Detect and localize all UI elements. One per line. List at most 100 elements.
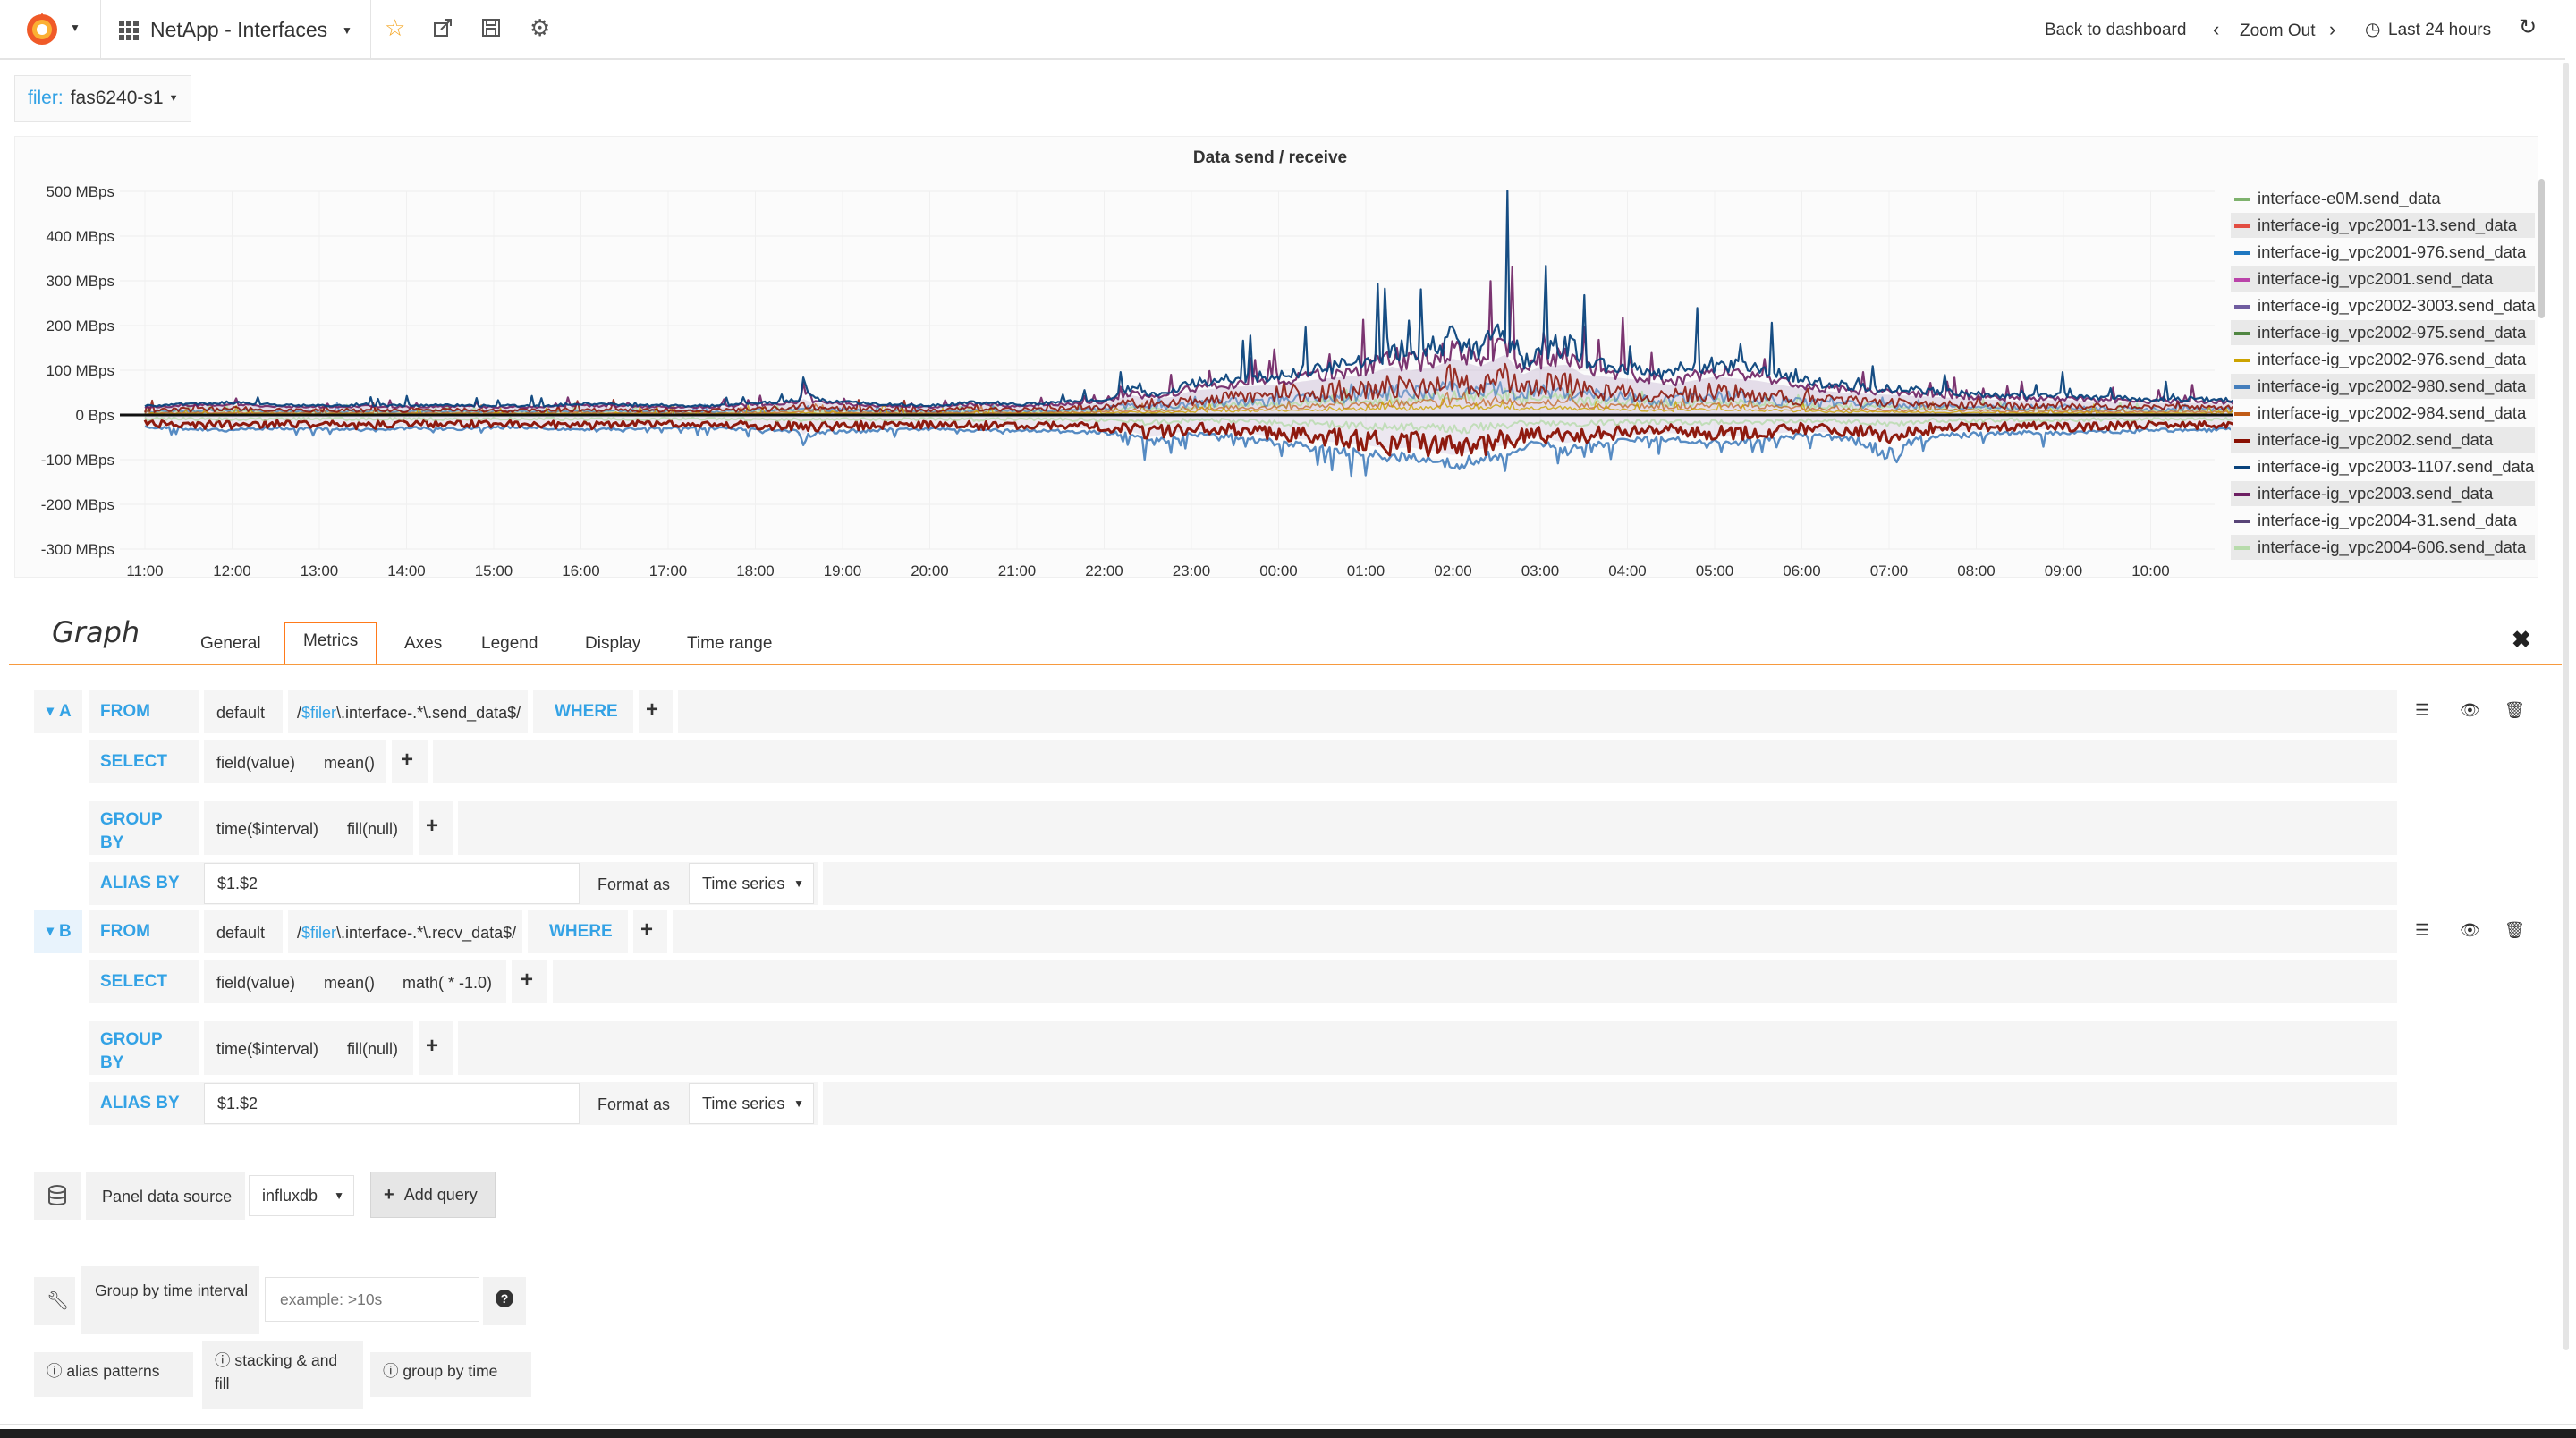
alias-input[interactable]: $1.$2 bbox=[204, 1083, 580, 1124]
template-variable-filer[interactable]: filer: fas6240-s1 ▼ bbox=[14, 75, 192, 122]
legend-item[interactable]: interface-ig_vpc2003.send_data bbox=[2231, 481, 2535, 506]
gear-icon[interactable]: ⚙ bbox=[530, 14, 551, 41]
alias-input[interactable]: $1.$2 bbox=[204, 863, 580, 904]
gap bbox=[506, 960, 512, 1003]
add-query-button[interactable]: + Add query bbox=[370, 1172, 496, 1218]
add-where-button[interactable]: + bbox=[646, 698, 659, 722]
gap bbox=[199, 690, 204, 733]
legend-label: interface-ig_vpc2004-31.send_data bbox=[2258, 511, 2518, 529]
legend-item[interactable]: interface-ig_vpc2002-976.send_data bbox=[2231, 347, 2535, 372]
legend-item[interactable]: interface-ig_vpc2004-606.send_data bbox=[2231, 535, 2535, 560]
group-by-help-button[interactable]: ? bbox=[483, 1277, 526, 1325]
zoom-forward-chevron[interactable]: › bbox=[2329, 18, 2336, 40]
share-icon[interactable] bbox=[433, 18, 453, 38]
toggle-visibility-eye-icon[interactable]: 👁︎ bbox=[2460, 701, 2480, 719]
group-by-token[interactable]: fill(null) bbox=[347, 1040, 399, 1058]
chart-plot[interactable]: 500 MBps 400 MBps 300 MBps 200 MBps 100 MBps… bbox=[14, 161, 2233, 590]
query-b-ref-toggle[interactable] bbox=[34, 910, 82, 953]
legend-item[interactable]: interface-ig_vpc2002.send_data bbox=[2231, 427, 2535, 453]
x-tick-label: 22:00 bbox=[1085, 563, 1123, 579]
legend-item[interactable]: interface-ig_vpc2003-1107.send_data bbox=[2231, 454, 2535, 479]
dashboard-title[interactable]: NetApp - Interfaces bbox=[150, 18, 328, 41]
tab-metrics[interactable]: Metrics bbox=[284, 622, 377, 664]
query-a-ref-toggle[interactable] bbox=[34, 690, 82, 733]
series-line-interface-ig-vpc2003-1107-send-data bbox=[144, 190, 2233, 408]
select-token[interactable]: math( * -1.0) bbox=[402, 974, 493, 992]
back-to-dashboard-link[interactable]: Back to dashboard bbox=[2045, 21, 2187, 39]
group-by-token[interactable]: time($interval) bbox=[216, 820, 319, 838]
legend-scrollbar[interactable] bbox=[2538, 179, 2545, 318]
select-token[interactable]: field(value) bbox=[216, 974, 296, 992]
retention-policy[interactable]: default bbox=[216, 924, 266, 942]
add-group-by-button[interactable]: + bbox=[426, 1034, 439, 1058]
query-menu-icon[interactable]: ☰ bbox=[2415, 701, 2430, 719]
help-alias-patterns[interactable]: ⓘ alias patterns bbox=[34, 1352, 193, 1397]
tab-underline bbox=[9, 664, 2562, 665]
datasource-select[interactable]: influxdb ▼ bbox=[249, 1175, 354, 1216]
query-menu-icon[interactable]: ☰ bbox=[2415, 921, 2430, 939]
delete-query-trash-icon[interactable]: 🗑︎ bbox=[2504, 701, 2525, 719]
legend-item[interactable]: interface-ig_vpc2004-31.send_data bbox=[2231, 508, 2535, 533]
grafana-logo[interactable] bbox=[23, 11, 61, 48]
format-as-value: Time series bbox=[702, 875, 785, 892]
toggle-visibility-eye-icon[interactable]: 👁︎ bbox=[2460, 921, 2480, 939]
legend-item[interactable]: interface-e0M.send_data bbox=[2231, 186, 2535, 211]
where-keyword[interactable]: WHERE bbox=[555, 702, 618, 721]
add-group-by-button[interactable]: + bbox=[426, 814, 439, 838]
group-by-token[interactable]: time($interval) bbox=[216, 1040, 319, 1058]
group-by-time-input[interactable] bbox=[265, 1277, 479, 1322]
measurement-regex[interactable]: /$filer\.interface-.*\.recv_data$/ bbox=[297, 924, 516, 943]
refresh-icon[interactable]: ↻ bbox=[2519, 15, 2538, 39]
delete-query-trash-icon[interactable]: 🗑︎ bbox=[2504, 921, 2525, 939]
logo-dropdown-caret[interactable]: ▼ bbox=[70, 21, 80, 34]
legend-item[interactable]: interface-ig_vpc2001.send_data bbox=[2231, 266, 2535, 292]
x-tick-label: 07:00 bbox=[1870, 563, 1909, 579]
tab-display[interactable]: Display bbox=[585, 634, 641, 653]
legend-item[interactable]: interface-ig_vpc2001-976.send_data bbox=[2231, 240, 2535, 265]
group-by-token[interactable]: fill(null) bbox=[347, 820, 399, 838]
measurement-suffix: \.interface-.*\.send_data$/ bbox=[336, 704, 521, 722]
format-as-select[interactable]: Time series ▼ bbox=[689, 1083, 814, 1124]
tab-general[interactable]: General bbox=[200, 634, 261, 653]
tab-time-range[interactable]: Time range bbox=[687, 634, 773, 653]
legend-label: interface-ig_vpc2002-976.send_data bbox=[2258, 350, 2527, 368]
select-token[interactable]: mean() bbox=[324, 754, 376, 772]
retention-policy[interactable]: default bbox=[216, 704, 266, 722]
format-as-select[interactable]: Time series ▼ bbox=[689, 863, 814, 904]
page-scrollbar[interactable] bbox=[2563, 63, 2569, 1350]
add-select-button[interactable]: + bbox=[521, 968, 534, 992]
add-where-button[interactable]: + bbox=[640, 918, 654, 942]
gap bbox=[673, 690, 678, 733]
tab-legend[interactable]: Legend bbox=[481, 634, 538, 653]
zoom-back-chevron[interactable]: ‹ bbox=[2213, 18, 2220, 40]
collapse-caret-icon[interactable]: ▾ bbox=[47, 704, 55, 719]
time-range-picker[interactable]: Last 24 hours bbox=[2388, 21, 2492, 39]
variable-value[interactable]: fas6240-s1 bbox=[70, 88, 164, 108]
close-editor-icon[interactable]: ✖ bbox=[2512, 626, 2531, 653]
legend-item[interactable]: interface-ig_vpc2002-3003.send_data bbox=[2231, 293, 2536, 318]
query-ref-label: A bbox=[59, 702, 72, 721]
tab-axes[interactable]: Axes bbox=[404, 634, 443, 653]
star-icon[interactable]: ☆ bbox=[385, 14, 406, 41]
where-keyword[interactable]: WHERE bbox=[549, 922, 613, 941]
panel-editor-title: Graph bbox=[52, 615, 140, 649]
help-stacking-fill[interactable]: ⓘ stacking & and fill bbox=[202, 1341, 363, 1409]
zoom-out-button[interactable]: Zoom Out bbox=[2240, 21, 2316, 40]
save-icon[interactable] bbox=[481, 18, 501, 38]
select-token[interactable]: field(value) bbox=[216, 754, 296, 772]
help-group-by-time[interactable]: ⓘ group by time bbox=[370, 1352, 531, 1397]
legend-item[interactable]: interface-ig_vpc2002-984.send_data bbox=[2231, 401, 2535, 426]
select-token[interactable]: mean() bbox=[324, 974, 376, 992]
dashboard-title-caret[interactable]: ▼ bbox=[342, 24, 352, 37]
chevron-down-icon: ▼ bbox=[793, 877, 804, 890]
legend-item[interactable]: interface-ig_vpc2002-975.send_data bbox=[2231, 320, 2535, 345]
variable-caret[interactable]: ▼ bbox=[168, 93, 179, 104]
collapse-caret-icon[interactable]: ▾ bbox=[47, 924, 55, 939]
format-as-label: Format as bbox=[597, 1095, 671, 1113]
legend-item[interactable]: interface-ig_vpc2002-980.send_data bbox=[2231, 374, 2535, 399]
legend-item[interactable]: interface-ig_vpc2001-13.send_data bbox=[2231, 213, 2535, 238]
add-select-button[interactable]: + bbox=[401, 748, 414, 772]
gap bbox=[547, 960, 553, 1003]
measurement-regex[interactable]: /$filer\.interface-.*\.send_data$/ bbox=[297, 704, 521, 723]
database-icon bbox=[48, 1185, 66, 1205]
